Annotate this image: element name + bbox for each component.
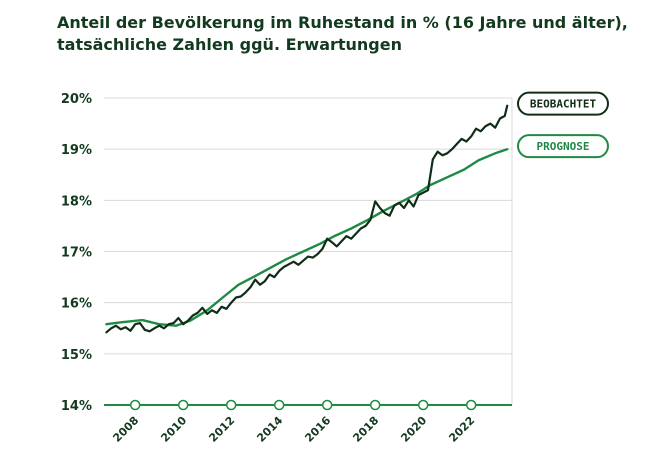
y-tick-label: 18% bbox=[61, 194, 92, 209]
x-tick-label: 2014 bbox=[254, 414, 285, 445]
x-tick-label: 2020 bbox=[398, 414, 429, 445]
x-tick-marker bbox=[321, 399, 333, 411]
chart-title-line-2: tatsächliche Zahlen ggü. Erwartungen bbox=[57, 35, 402, 54]
gridlines bbox=[104, 97, 513, 405]
x-tick-marker bbox=[417, 399, 429, 411]
legend-forecast: PROGNOSE bbox=[517, 134, 609, 159]
legend: BEOBACHTET PROGNOSE bbox=[517, 91, 609, 159]
x-axis: 2008 2010 2012 2014 2016 2018 2020 2022 bbox=[104, 399, 512, 445]
y-tick-label: 14% bbox=[61, 399, 92, 414]
chart-title-line-1: Anteil der Bevölkerung im Ruhestand in %… bbox=[57, 13, 628, 32]
legend-forecast-box bbox=[517, 134, 609, 159]
y-tick-label: 19% bbox=[61, 143, 92, 158]
series-line-observed bbox=[105, 104, 509, 334]
x-tick-label: 2012 bbox=[206, 414, 237, 445]
x-tick-marker bbox=[177, 399, 189, 411]
chart-title: Anteil der Bevölkerung im Ruhestand in %… bbox=[57, 12, 637, 56]
x-tick-label: 2022 bbox=[446, 414, 477, 445]
series-lines bbox=[105, 104, 509, 334]
x-tick-label: 2016 bbox=[302, 414, 333, 445]
x-tick-marker bbox=[273, 399, 285, 411]
x-tick-marker bbox=[129, 399, 141, 411]
x-tick-label: 2018 bbox=[350, 414, 381, 445]
x-tick-marker bbox=[225, 399, 237, 411]
y-tick-label: 17% bbox=[61, 246, 92, 261]
y-tick-label: 16% bbox=[61, 297, 92, 312]
x-tick-label: 2008 bbox=[110, 414, 141, 445]
legend-observed: BEOBACHTET bbox=[517, 91, 609, 116]
x-tick-marker bbox=[369, 399, 381, 411]
x-tick-label: 2010 bbox=[158, 414, 189, 445]
x-tick-marker bbox=[465, 399, 477, 411]
series-line-forecast bbox=[105, 148, 509, 327]
legend-observed-box bbox=[517, 91, 609, 116]
legend-forecast-label: PROGNOSE bbox=[537, 140, 590, 153]
y-tick-label: 20% bbox=[61, 92, 92, 107]
y-axis-ticks: 14% 15% 16% 17% 18% 19% 20% bbox=[61, 92, 92, 414]
legend-observed-label: BEOBACHTET bbox=[530, 98, 597, 111]
y-tick-label: 15% bbox=[61, 348, 92, 363]
